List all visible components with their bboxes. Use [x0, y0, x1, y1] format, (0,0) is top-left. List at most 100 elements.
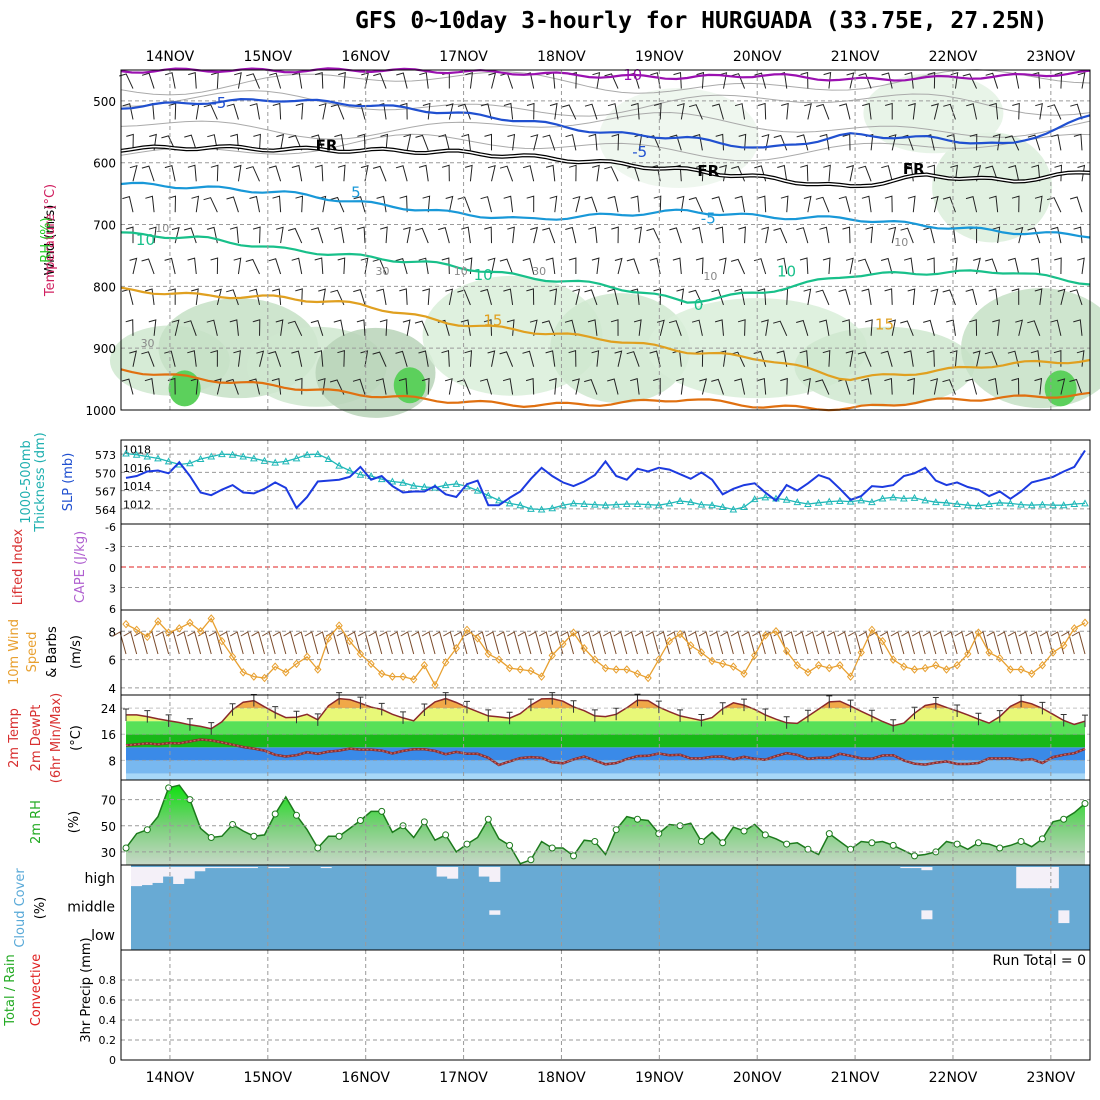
wind-speed-point	[122, 619, 130, 629]
precip-tick-label: 0.8	[99, 974, 117, 987]
wind-barb	[487, 350, 496, 367]
wind-barb	[604, 73, 619, 89]
wind-speed-point	[846, 672, 855, 681]
temp-minmax-bar	[378, 702, 385, 716]
wind-barb	[695, 350, 704, 367]
rh-contour-line	[120, 133, 1091, 162]
thickness-line	[125, 452, 1086, 511]
wind-barb	[121, 378, 134, 395]
wind-barb	[846, 72, 855, 89]
rh-contour-label: 30	[375, 265, 389, 278]
wind-speed-point	[1060, 641, 1068, 650]
wind-barb-10m	[816, 631, 830, 655]
temp-tick-label: 8	[108, 754, 116, 768]
wind-barb	[187, 164, 197, 182]
wind-barb	[777, 164, 788, 182]
wind-barb	[503, 195, 514, 213]
wind-barb	[881, 72, 893, 89]
isotherm-line	[120, 231, 1091, 304]
wind-barb	[656, 319, 665, 336]
rh-point	[953, 840, 961, 848]
wind-barb	[985, 72, 999, 89]
wind-barb	[865, 319, 873, 336]
wind-barb	[549, 377, 557, 395]
side-axis-label: Thickness (dm)	[33, 432, 48, 532]
temp-minmax-bar	[677, 709, 684, 722]
wind-barb	[931, 103, 939, 120]
wind-barb	[607, 195, 619, 213]
wind-barb	[372, 351, 387, 367]
wind-barb	[291, 164, 303, 182]
thickness-point	[654, 501, 663, 509]
wind-barb	[549, 288, 558, 305]
wind-barb	[375, 378, 387, 395]
rh-point	[271, 810, 279, 818]
wind-barb	[761, 319, 769, 336]
wind-barb	[356, 226, 366, 244]
wind-barb-10m	[986, 631, 1001, 655]
wind-barb	[842, 133, 851, 151]
x-tick-bottom-label: 21NOV	[831, 1070, 880, 1086]
cloud-cell	[268, 867, 280, 869]
wind-barb	[715, 226, 724, 244]
run-total-label: Run Total = 0	[992, 953, 1086, 969]
wind-barb	[923, 226, 935, 244]
wind-barb	[985, 258, 999, 275]
wind-barb	[584, 196, 598, 213]
contour-label: -5	[701, 209, 716, 227]
wind-barb	[1031, 164, 1041, 182]
wind-barb	[1012, 102, 1020, 120]
wind-speed-point	[676, 629, 684, 639]
wind-barb	[314, 257, 324, 275]
wind-barb	[965, 195, 978, 213]
thickness-point	[580, 499, 589, 508]
wind-speed-point	[910, 665, 919, 674]
wind-barb	[845, 257, 854, 275]
rh-contour-label: 10	[703, 270, 717, 283]
wind-barb	[129, 257, 138, 275]
wind-barb	[796, 134, 809, 151]
wind-barb	[329, 379, 345, 395]
thickness-point	[622, 499, 631, 508]
wind-barb	[862, 102, 872, 120]
wind-barb-10m	[261, 631, 276, 655]
wind-barb	[668, 320, 682, 336]
wind-barb	[819, 226, 830, 244]
cloud-cell	[236, 867, 248, 869]
wind-barb	[275, 226, 284, 244]
wind-barb	[796, 227, 809, 244]
wind-barb	[315, 71, 324, 89]
wind-barb	[1073, 133, 1083, 151]
side-axis-label: & Barbs	[45, 626, 60, 678]
wind-barb	[395, 165, 408, 182]
dewpoint-line	[125, 738, 1086, 766]
rh-point	[719, 839, 727, 847]
wind-barb	[965, 378, 978, 395]
wind-barb	[649, 257, 661, 275]
wind-barb	[457, 196, 471, 213]
contour-label: -5	[632, 143, 647, 161]
wind-barb	[780, 195, 789, 213]
thickness-point	[601, 501, 610, 509]
wind-barb	[1073, 319, 1083, 336]
wind-barb	[942, 379, 956, 395]
precip-tick-label: 0.6	[99, 994, 117, 1007]
wind-barb	[930, 378, 939, 395]
wind-barb-10m	[592, 631, 606, 655]
wind-barb-10m	[251, 631, 266, 655]
wind-barb	[669, 134, 682, 151]
wind-barb	[479, 378, 492, 395]
wind-barb	[699, 378, 707, 395]
cloud-cell	[183, 867, 195, 879]
wind-barb	[229, 226, 239, 244]
wind-barb	[900, 320, 914, 337]
wind-speed-point	[782, 646, 791, 656]
wind-barb-10m	[347, 631, 361, 655]
wind-speed-point	[250, 672, 258, 681]
wind-speed-point	[548, 651, 556, 660]
wind-speed-point	[420, 660, 429, 670]
x-tick-top-label: 19NOV	[635, 49, 684, 65]
wind-barb	[691, 319, 703, 336]
wind-barb	[1046, 197, 1062, 213]
wind-barb	[904, 71, 914, 89]
